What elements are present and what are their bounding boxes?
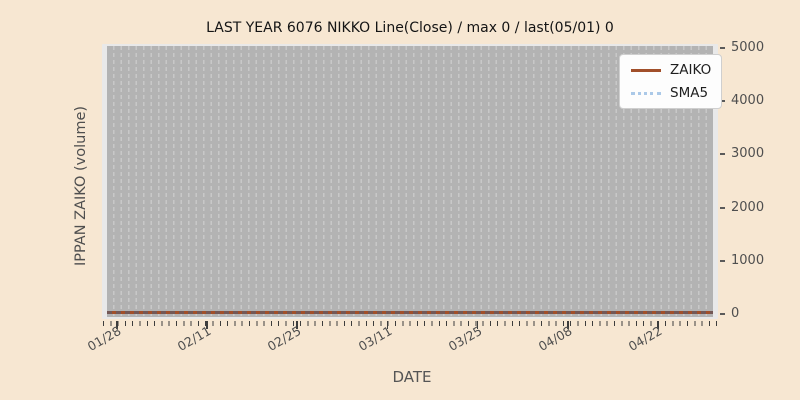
x-tick-label: 02/25 <box>265 323 304 355</box>
sma5-line-swatch-icon <box>631 91 661 95</box>
sma5-series-line <box>107 311 713 314</box>
y-tick-mark <box>720 313 725 315</box>
x-axis-minor-ticks <box>103 321 718 326</box>
x-tick-mark <box>386 321 389 329</box>
y-tick-mark <box>720 100 725 103</box>
y-tick-mark <box>720 206 725 209</box>
x-tick-label: 04/08 <box>535 323 575 355</box>
x-tick-mark <box>567 321 569 329</box>
plot-area <box>102 44 718 319</box>
x-tick-label: 02/11 <box>174 323 214 355</box>
y-tick-mark <box>720 259 725 262</box>
y-tick-label: 5000 <box>731 40 765 55</box>
y-tick-label: 4000 <box>731 93 765 109</box>
y-tick-label: 3000 <box>731 146 765 162</box>
x-tick-mark <box>116 321 118 329</box>
y-tick-label: 1000 <box>731 252 765 268</box>
x-tick-label: 03/11 <box>355 323 395 355</box>
y-tick-label: 2000 <box>731 199 765 215</box>
y-tick-label: 0 <box>731 306 740 321</box>
x-tick-label: 03/25 <box>445 323 485 355</box>
x-tick-label: 04/22 <box>625 323 665 355</box>
y-tick-mark <box>720 153 725 156</box>
y-axis-label: IPPAN ZAIKO (volume) <box>73 105 89 267</box>
legend: ZAIKO SMA5 <box>619 54 723 109</box>
y-tick-mark <box>720 47 725 49</box>
x-tick-mark <box>206 321 208 329</box>
x-tick-mark <box>657 321 659 329</box>
legend-item-label: ZAIKO <box>670 62 712 78</box>
legend-item-zaiko: ZAIKO <box>631 62 711 78</box>
x-axis-label: DATE <box>392 368 432 386</box>
x-tick-mark <box>476 321 479 329</box>
plot-grid-background <box>107 46 713 317</box>
x-tick-label: 01/28 <box>84 323 124 355</box>
zaiko-line-swatch-icon <box>631 68 661 72</box>
chart-title: LAST YEAR 6076 NIKKO Line(Close) / max 0… <box>206 20 614 36</box>
legend-item-label: SMA5 <box>670 85 709 101</box>
legend-item-sma5: SMA5 <box>631 85 711 101</box>
x-tick-mark <box>296 321 298 329</box>
